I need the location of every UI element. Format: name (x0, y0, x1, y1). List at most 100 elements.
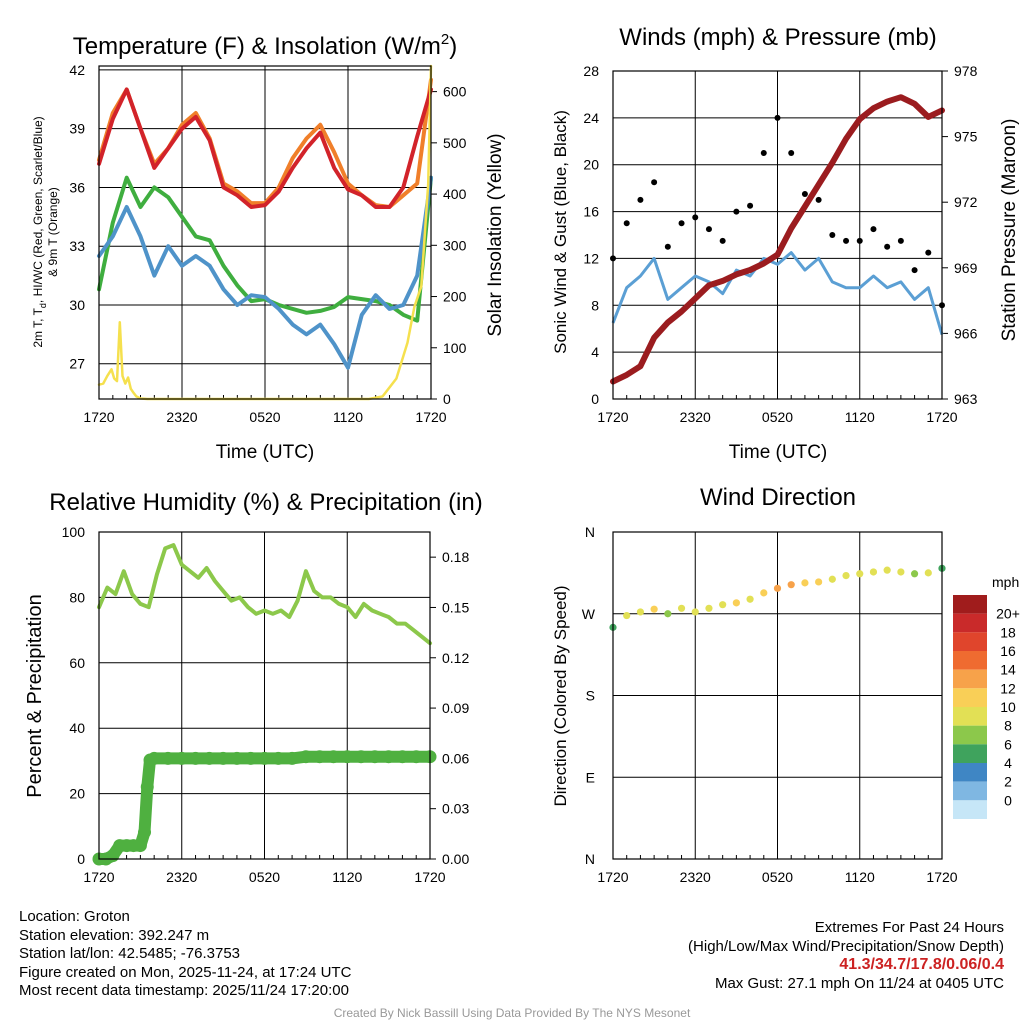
gust-point (637, 196, 644, 203)
y-tick-label: 27 (69, 356, 85, 372)
gust-point (815, 196, 822, 203)
gust-point (843, 237, 850, 244)
latlon-text: Station lat/lon: 42.5485; -76.3753 (19, 945, 241, 963)
y-right-tick-label: 969 (954, 260, 978, 276)
y-right-tick-label: 0.12 (442, 650, 469, 666)
x-tick-label: 1720 (414, 869, 445, 885)
legend-label: 0 (1004, 792, 1012, 808)
y-axis-label-line2: & 9m T (Orange) (46, 187, 60, 277)
panel-wind: 1720 2320 0520 1120 1720 0 4 8 12 16 20 24 28 963 966 9… (551, 24, 1020, 463)
extremes-values: 41.3/34.7/17.8/0.06/0.4 (839, 956, 1004, 974)
legend-swatch (953, 725, 987, 745)
plot-frame (98, 531, 431, 860)
x-tick-label: 1120 (845, 869, 875, 885)
legend-swatch (953, 632, 987, 651)
direction-point (787, 581, 795, 589)
chart-title: Winds (mph) & Pressure (mb) (619, 24, 936, 51)
y-right-tick-label: 978 (954, 63, 978, 79)
y-tick-label: 42 (69, 62, 85, 78)
created-text: Figure created on Mon, 2025-11-24, at 17… (19, 963, 352, 981)
y-axis-label: Percent & Precipitation (24, 594, 46, 797)
y-axis-label: Direction (Colored By Speed) (551, 585, 570, 806)
gust-point (774, 114, 781, 121)
direction-point (732, 599, 740, 607)
series-line (97, 543, 432, 646)
gust-point (692, 214, 699, 221)
y-tick-label: W (582, 606, 596, 622)
x-tick-label: 2320 (680, 869, 711, 885)
chart-title: Wind Direction (700, 484, 856, 511)
y-tick-label: S (586, 688, 595, 704)
y-tick-label: 4 (591, 344, 599, 360)
x-tick-label: 1720 (926, 869, 957, 885)
direction-point (924, 569, 932, 577)
y-right-tick-label: 0.03 (442, 801, 469, 817)
direction-point (897, 568, 905, 576)
chart-title: Temperature (F) & Insolation (W/m2) (73, 31, 457, 60)
direction-point (828, 575, 836, 583)
x-tick-label: 2320 (166, 869, 197, 885)
x-tick-label: 2320 (166, 409, 197, 425)
legend-label: 4 (1004, 755, 1012, 771)
y-tick-label: 33 (69, 238, 85, 254)
direction-point (746, 595, 754, 603)
legend-label: 18 (1000, 624, 1016, 640)
series-line (97, 175, 433, 370)
gust-point (870, 226, 877, 233)
legend-swatch (953, 707, 987, 726)
x-axis-label: Time (UTC) (216, 442, 315, 463)
y-right-tick-label: 0.09 (442, 700, 469, 716)
gust-point (856, 237, 863, 244)
legend-label: 20+ (996, 606, 1020, 622)
plot-frame (612, 70, 943, 400)
gust-point (788, 150, 795, 156)
gust-point (911, 267, 918, 274)
x-tick-label: 0520 (762, 409, 793, 425)
gust-point (733, 208, 740, 215)
y-tick-label: 30 (69, 297, 85, 313)
y-right-tick-label: 0 (443, 391, 451, 407)
y-right-axis-label: Solar Insolation (Yellow) (485, 133, 506, 336)
direction-point (650, 605, 658, 613)
x-tick-label: 0520 (249, 409, 280, 425)
gust-point (678, 220, 685, 227)
legend-swatch (953, 744, 987, 763)
direction-point (773, 584, 782, 592)
x-tick-label: 0520 (249, 869, 280, 885)
x-tick-label: 1120 (333, 409, 363, 425)
chart-title: Relative Humidity (%) & Precipitation (i… (49, 489, 482, 516)
direction-point (664, 610, 672, 618)
y-right-tick-label: 600 (443, 84, 467, 100)
direction-point (801, 579, 809, 587)
y-right-tick-label: 972 (954, 194, 978, 210)
y-tick-label: 36 (69, 179, 85, 195)
legend-swatch (953, 651, 987, 670)
y-tick-label: E (586, 769, 595, 785)
direction-point (623, 611, 631, 620)
y-tick-label: 100 (62, 524, 86, 540)
y-tick-label: 39 (69, 121, 85, 137)
gust-point (829, 232, 836, 238)
y-tick-label: N (585, 851, 595, 867)
direction-point (705, 604, 713, 612)
y-tick-label: 80 (69, 589, 85, 605)
gust-point (623, 220, 630, 227)
station-info: Location: Groton Station elevation: 392.… (19, 908, 351, 1001)
gust-point (664, 243, 671, 250)
gust-point (897, 237, 904, 244)
gust-point (651, 179, 658, 186)
y-tick-label: 0 (77, 851, 85, 867)
y-tick-label: 12 (583, 250, 599, 266)
legend-swatch (953, 613, 987, 633)
direction-point (856, 570, 864, 578)
direction-point (869, 568, 878, 576)
x-tick-label: 1720 (597, 409, 628, 425)
gust-point (719, 237, 726, 244)
x-tick-label: 1120 (332, 869, 362, 885)
legend-title: mph (992, 574, 1019, 590)
series-line (97, 87, 433, 209)
y-right-tick-label: 975 (954, 129, 978, 145)
direction-point (815, 578, 823, 586)
legend-label: 2 (1004, 774, 1012, 790)
